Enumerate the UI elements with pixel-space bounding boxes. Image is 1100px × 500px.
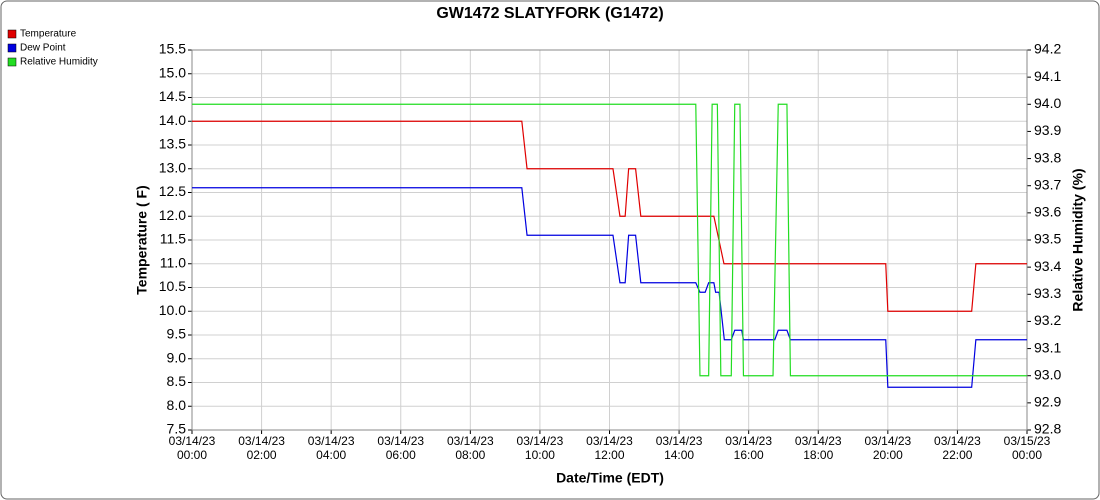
y2-tick-label: 93.5 xyxy=(1034,231,1061,247)
y-tick-label: 13.0 xyxy=(159,159,186,175)
x-tick-label: 03/14/23 10:00 xyxy=(516,434,564,462)
legend-label: Relative Humidity xyxy=(20,57,98,68)
plot-border xyxy=(191,49,1028,431)
y-tick-label: 9.0 xyxy=(167,349,187,365)
x-tick-label: 03/14/23 22:00 xyxy=(934,434,981,462)
series-line xyxy=(192,103,1027,377)
y2-tick-label: 92.8 xyxy=(1034,421,1061,437)
y-tick-label: 14.0 xyxy=(159,112,186,128)
y2-tick-label: 93.8 xyxy=(1034,149,1061,165)
x-tick-label: 03/14/23 14:00 xyxy=(655,434,703,462)
x-tick-label: 03/14/23 20:00 xyxy=(864,434,912,462)
y2-tick-label: 93.6 xyxy=(1034,204,1061,220)
x-tick-label: 03/14/23 00:00 xyxy=(168,434,216,462)
y-tick-label: 8.0 xyxy=(167,397,187,413)
y2-tick-label: 93.3 xyxy=(1034,285,1061,301)
x-tick-label: 03/14/23 16:00 xyxy=(725,434,773,462)
series-line xyxy=(192,187,1027,388)
y2-tick-label: 92.9 xyxy=(1034,394,1061,410)
x-tick-label: 03/15/23 00:00 xyxy=(1003,434,1051,462)
y2-tick-label: 94.0 xyxy=(1034,95,1061,111)
y2-tick-label: 93.2 xyxy=(1034,312,1061,328)
y2-tick-label: 93.4 xyxy=(1034,258,1061,274)
y-axis-label: Temperature ( F) xyxy=(134,185,150,294)
y-tick-label: 14.5 xyxy=(159,88,186,104)
legend-swatch xyxy=(7,29,17,39)
x-tick-label: 03/14/23 18:00 xyxy=(794,434,842,462)
y-tick-label: 11.5 xyxy=(160,231,186,247)
y2-tick-label: 93.0 xyxy=(1034,366,1061,382)
x-tick-label: 03/14/23 08:00 xyxy=(446,434,494,462)
chart-title: GW1472 SLATYFORK (G1472) xyxy=(436,5,663,22)
x-tick-label: 03/14/23 12:00 xyxy=(586,434,633,462)
y2-tick-label: 94.1 xyxy=(1034,68,1061,84)
legend-swatch xyxy=(7,43,17,53)
y-tick-label: 8.5 xyxy=(167,373,187,389)
y-tick-label: 7.5 xyxy=(167,421,187,437)
legend-label: Dew Point xyxy=(20,43,66,54)
y-tick-label: 15.0 xyxy=(159,64,186,80)
legend-swatch xyxy=(7,57,17,67)
y-tick-label: 15.5 xyxy=(159,41,186,57)
y-tick-label: 10.0 xyxy=(159,302,186,318)
y2-tick-label: 93.9 xyxy=(1034,122,1061,138)
y-tick-label: 12.5 xyxy=(159,183,186,199)
y2-axis-label: Relative Humidity (%) xyxy=(1070,168,1086,311)
y-tick-label: 10.5 xyxy=(159,278,186,294)
y2-tick-label: 93.1 xyxy=(1034,339,1061,355)
legend-label: Temperature xyxy=(20,29,77,40)
x-tick-label: 03/14/23 04:00 xyxy=(307,434,355,462)
y2-tick-label: 94.2 xyxy=(1034,41,1061,57)
x-tick-label: 03/14/23 06:00 xyxy=(377,434,425,462)
x-tick-label: 03/14/23 02:00 xyxy=(238,434,285,462)
y-tick-label: 11.0 xyxy=(160,254,186,270)
y-tick-label: 12.0 xyxy=(159,207,186,223)
x-axis-label: Date/Time (EDT) xyxy=(556,470,664,486)
y2-tick-label: 93.7 xyxy=(1034,176,1061,192)
series-line xyxy=(192,120,1027,312)
y-tick-label: 9.5 xyxy=(167,326,187,342)
y-tick-label: 13.5 xyxy=(159,136,186,152)
